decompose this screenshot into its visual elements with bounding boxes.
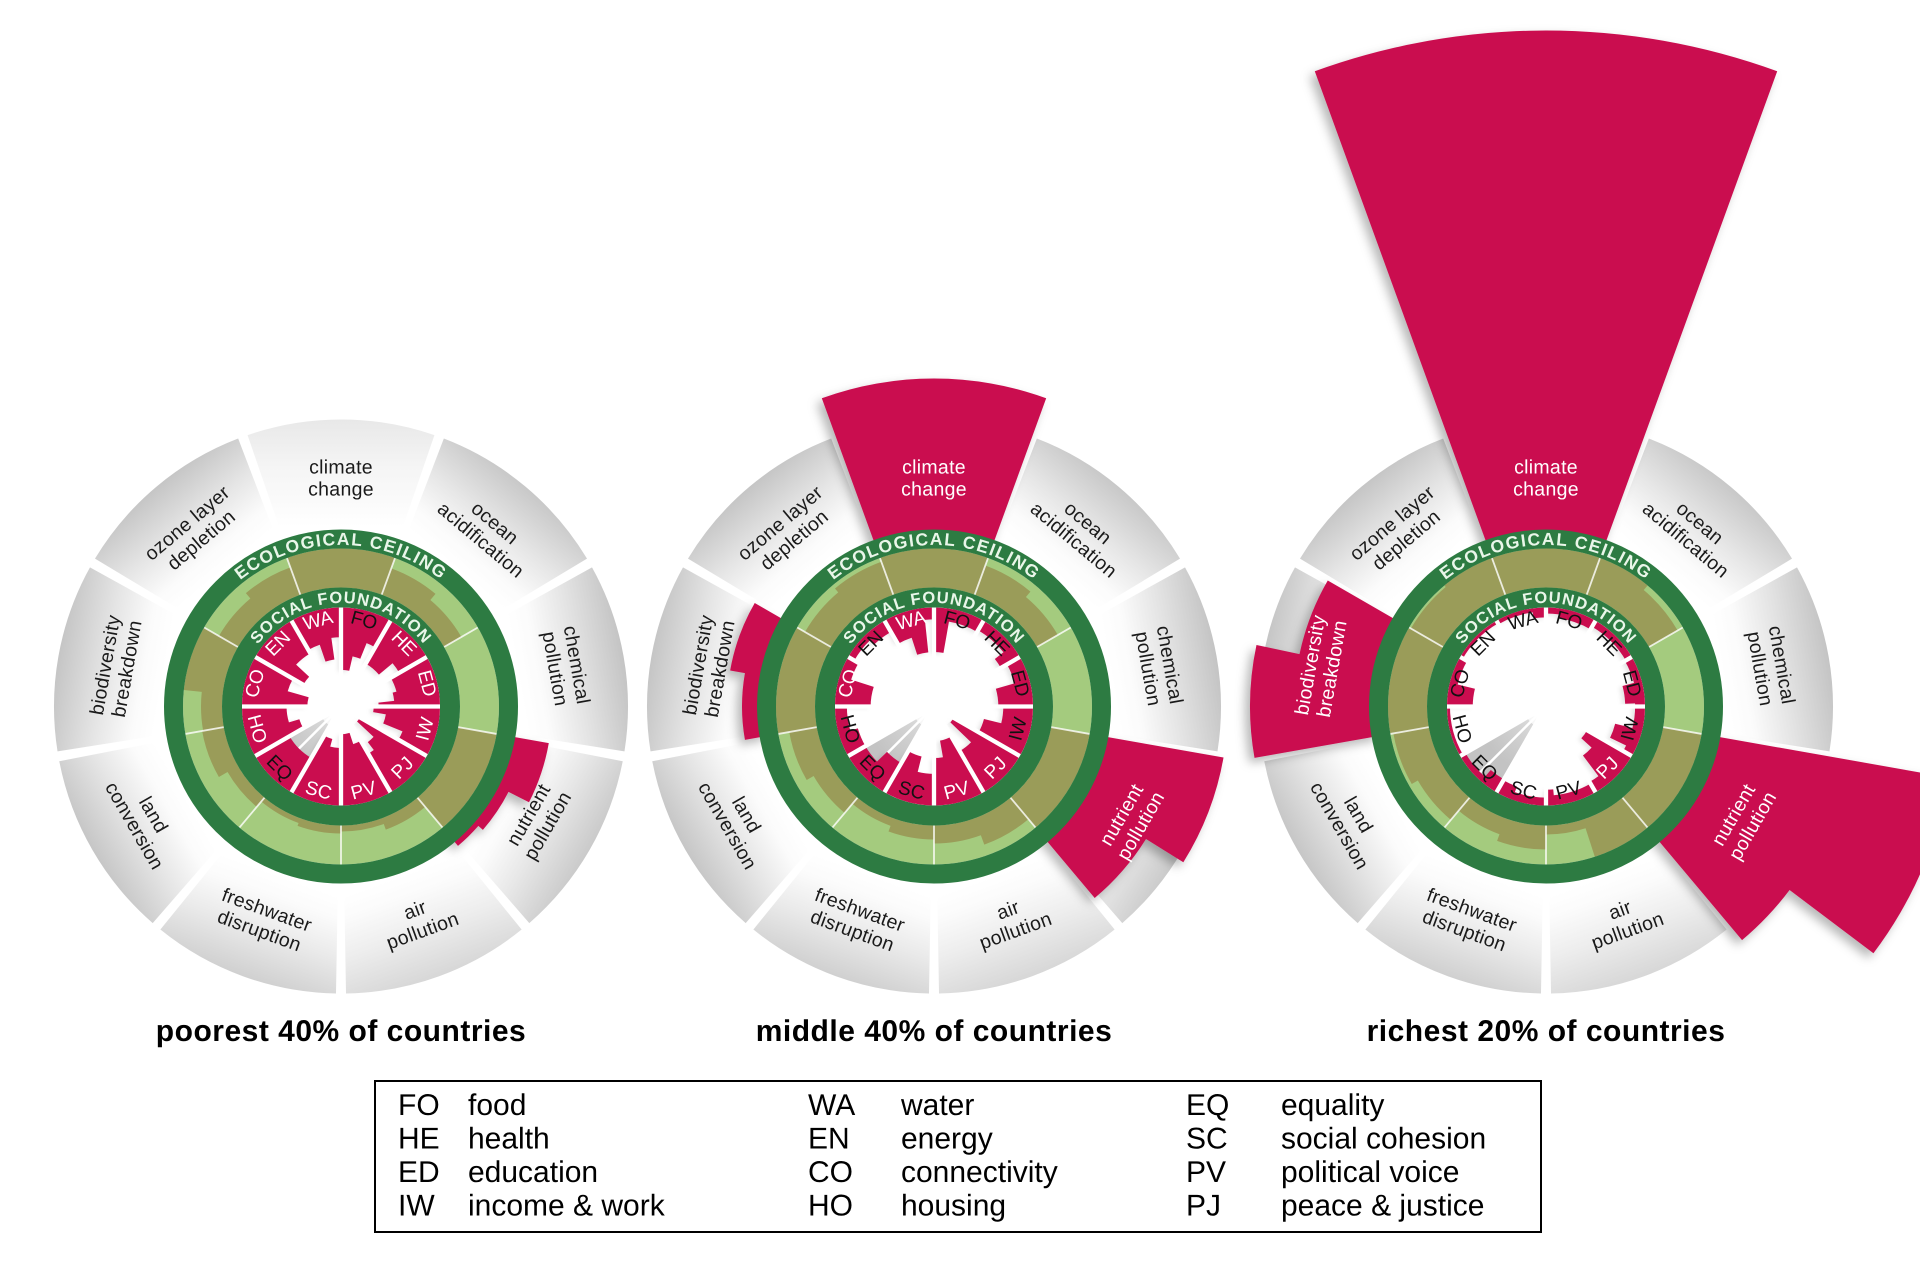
- svg-text:connectivity: connectivity: [901, 1156, 1058, 1189]
- svg-text:EQ: EQ: [1186, 1089, 1229, 1122]
- svg-text:social cohesion: social cohesion: [1281, 1123, 1486, 1156]
- svg-text:middle 40% of countries: middle 40% of countries: [756, 1015, 1113, 1048]
- svg-text:EN: EN: [808, 1123, 850, 1156]
- svg-text:IW: IW: [398, 1190, 435, 1223]
- svg-text:ED: ED: [398, 1156, 440, 1189]
- svg-text:energy: energy: [901, 1123, 993, 1156]
- svg-text:CO: CO: [808, 1156, 853, 1189]
- svg-text:equality: equality: [1281, 1089, 1384, 1122]
- svg-text:food: food: [468, 1089, 526, 1122]
- svg-text:political voice: political voice: [1281, 1156, 1459, 1189]
- svg-text:HE: HE: [398, 1123, 440, 1156]
- svg-text:housing: housing: [901, 1190, 1006, 1223]
- svg-text:education: education: [468, 1156, 598, 1189]
- svg-text:poorest 40% of countries: poorest 40% of countries: [156, 1015, 526, 1048]
- svg-text:PV: PV: [1186, 1156, 1226, 1189]
- svg-text:peace & justice: peace & justice: [1281, 1190, 1484, 1223]
- svg-text:SC: SC: [1186, 1123, 1228, 1156]
- svg-text:richest 20% of countries: richest 20% of countries: [1367, 1015, 1726, 1048]
- svg-text:health: health: [468, 1123, 550, 1156]
- svg-text:WA: WA: [808, 1089, 855, 1122]
- svg-text:FO: FO: [398, 1089, 440, 1122]
- svg-text:HO: HO: [808, 1190, 853, 1223]
- svg-text:PJ: PJ: [1186, 1190, 1221, 1223]
- svg-text:water: water: [900, 1089, 974, 1122]
- svg-text:income & work: income & work: [468, 1190, 666, 1223]
